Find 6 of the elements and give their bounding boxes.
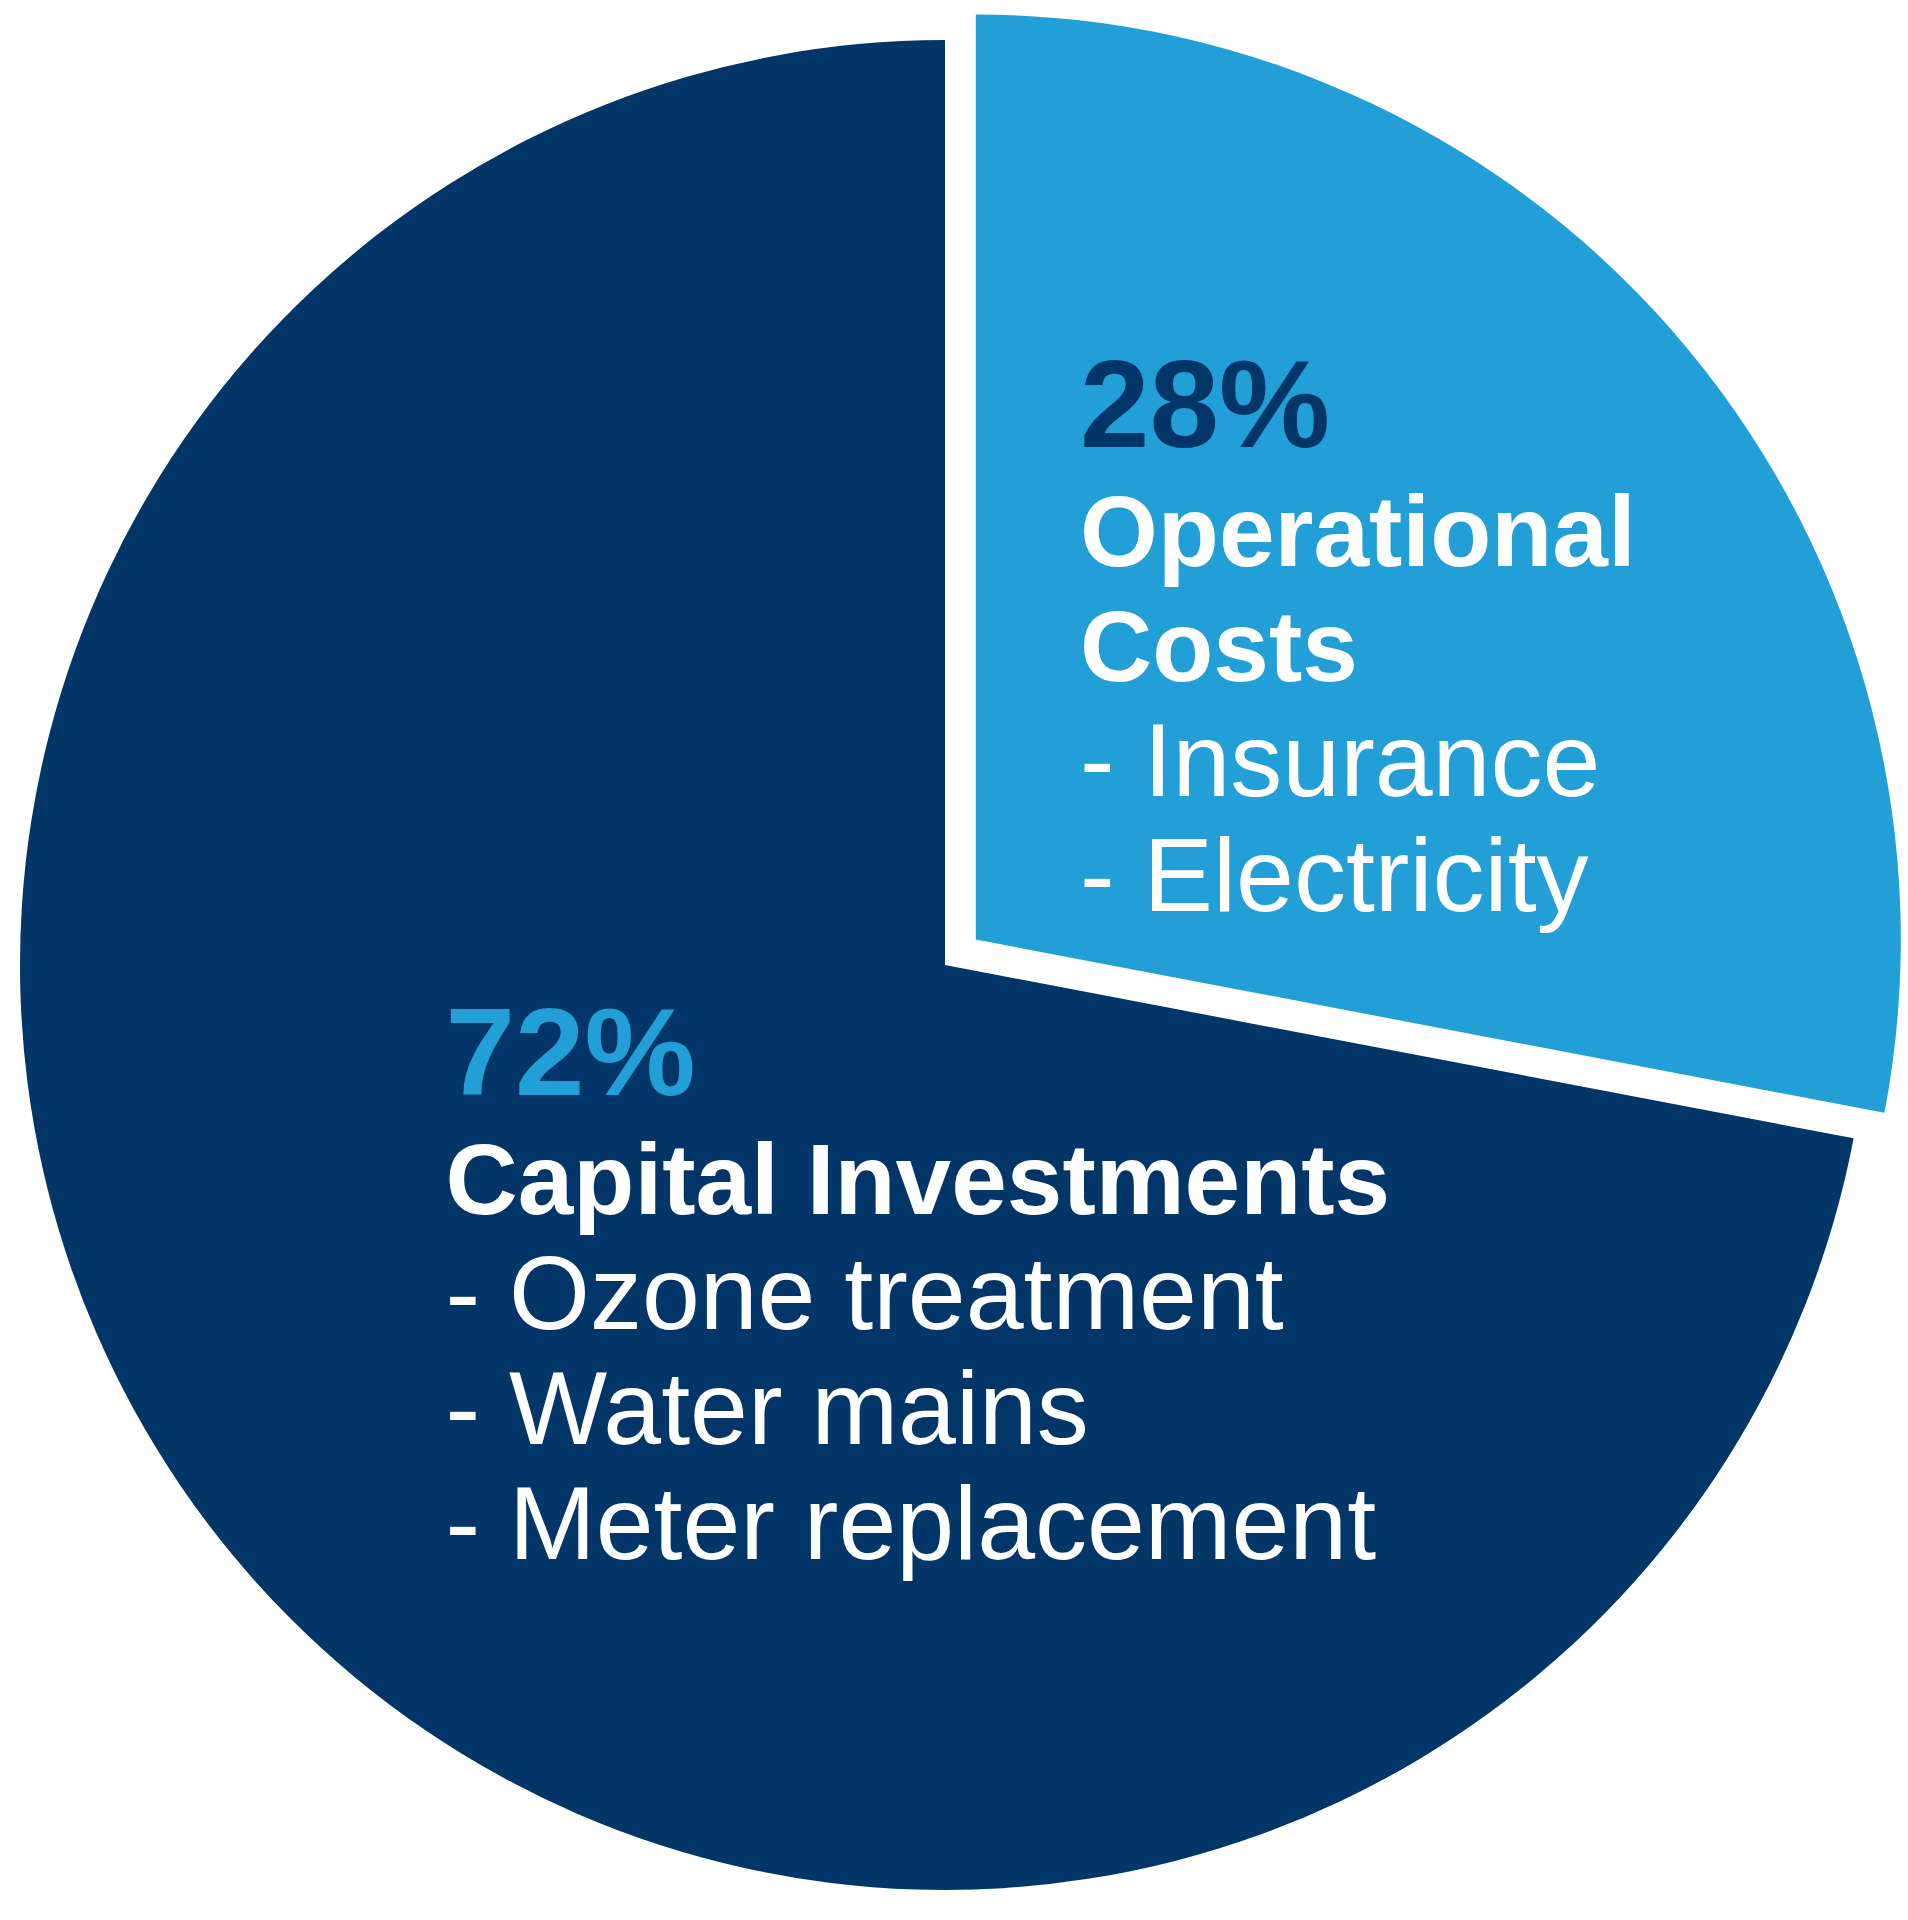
text: - Insurance - Electricity [1080, 702, 1601, 933]
data-label: 72% [445, 981, 696, 1121]
slice-label: Operational Costs [1080, 475, 1636, 702]
slice-label: Capital Investments [445, 1122, 1391, 1235]
data-label: 28% [1080, 334, 1331, 473]
text: - Ozone treatment - Water mains - Meter replacement [445, 1234, 1377, 1581]
